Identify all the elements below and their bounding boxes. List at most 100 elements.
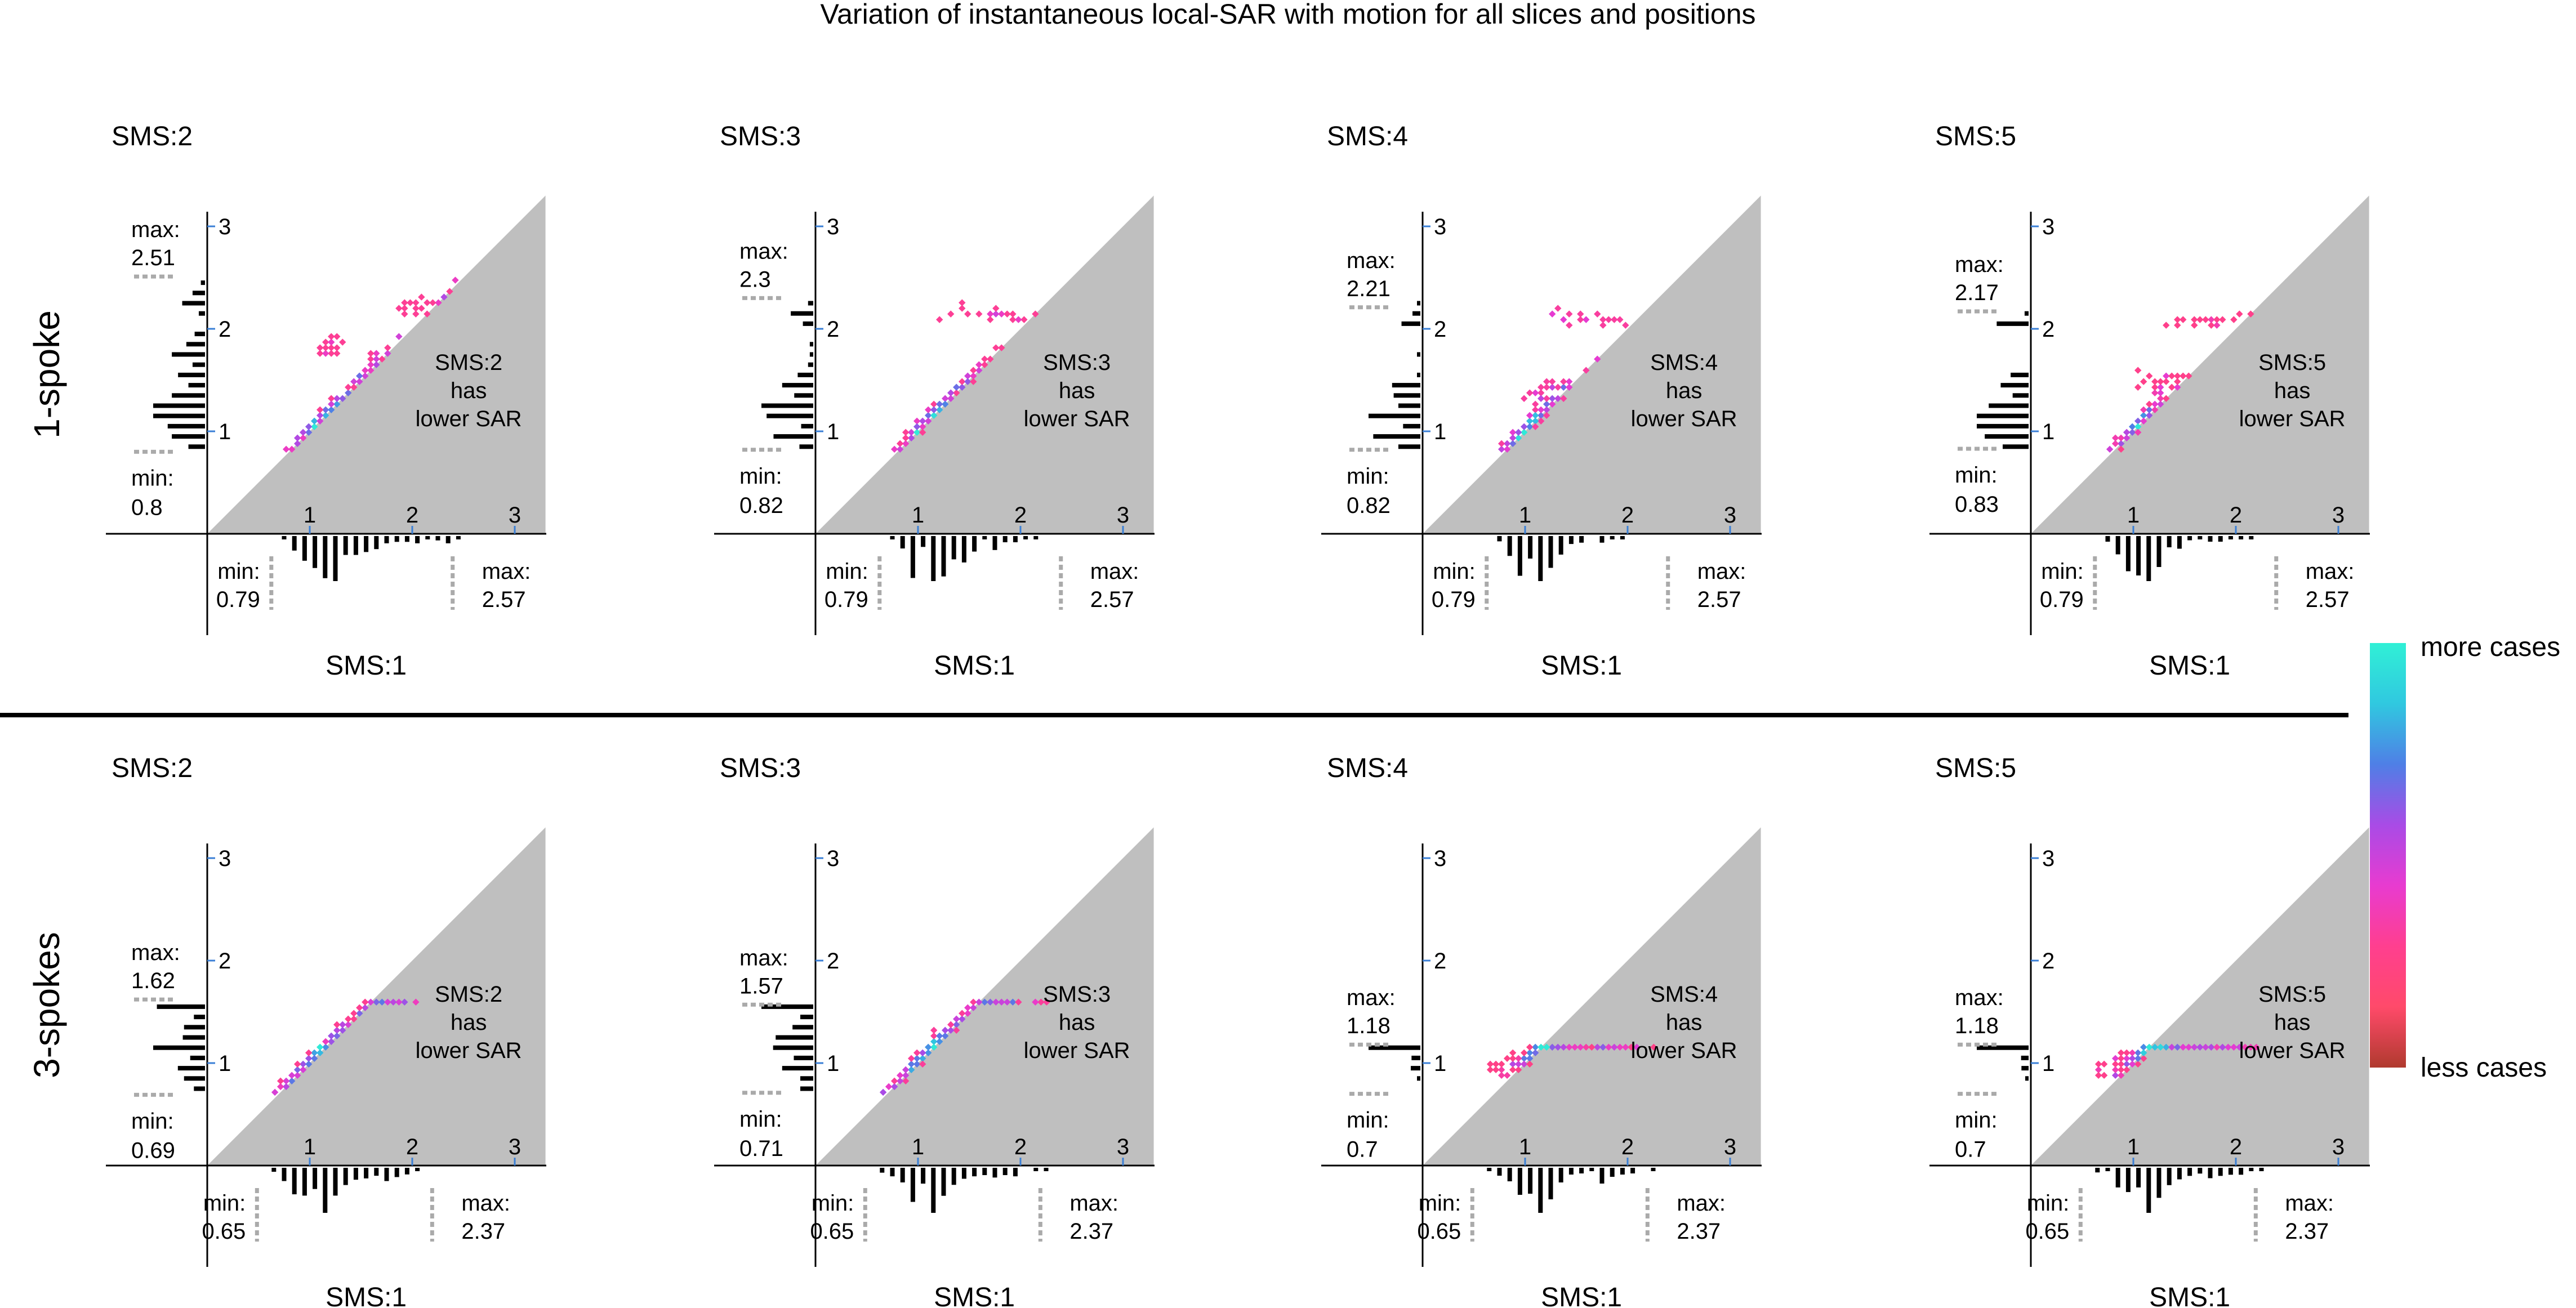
heat-cell	[339, 1026, 346, 1034]
heat-cell	[2168, 383, 2176, 391]
x-max-value: 2.37	[1069, 1219, 1113, 1244]
heat-cell	[1520, 423, 1528, 431]
heat-cell	[919, 1060, 926, 1068]
heat-cell	[2146, 412, 2153, 419]
heat-cell	[2140, 1049, 2147, 1057]
heat-cell	[310, 417, 318, 425]
x-tick-label: 3	[1117, 503, 1129, 528]
heat-cell	[412, 310, 420, 318]
heat-cell	[435, 299, 442, 306]
x-histogram-bar	[1507, 1168, 1512, 1181]
heat-cell	[1509, 1066, 1517, 1074]
y-tick-label: 2	[1434, 317, 1446, 342]
x-histogram-bar	[2198, 536, 2203, 539]
heat-cell	[998, 344, 1005, 351]
x-histogram-bar	[384, 1168, 389, 1181]
x-histogram-bar	[404, 1168, 409, 1175]
x-max-label: max:	[482, 559, 531, 584]
x-tick-label: 2	[406, 1135, 418, 1159]
heat-cell	[2157, 400, 2164, 408]
x-histogram-bar	[2115, 536, 2120, 555]
heat-cell	[1543, 400, 1550, 408]
x-histogram-bar	[353, 536, 358, 555]
x-histogram-bar	[890, 1168, 895, 1177]
x-histogram-bar	[323, 536, 328, 578]
heat-cell	[1043, 998, 1050, 1006]
heat-cell	[2140, 1043, 2147, 1051]
lower-sar-text-1: has	[2274, 1010, 2311, 1035]
x-tick-label: 1	[304, 1135, 316, 1159]
x-histogram-bar	[2177, 536, 2182, 549]
heat-cell	[2134, 383, 2142, 391]
x-histogram-bar	[2146, 536, 2151, 581]
x-max-label: max:	[1069, 1191, 1118, 1216]
x-min-value: 0.79	[2040, 587, 2084, 612]
heat-cell	[322, 1043, 329, 1051]
heat-cell	[2134, 417, 2142, 425]
heat-cell	[975, 367, 983, 374]
heat-cell	[896, 1072, 904, 1079]
heat-cell	[1032, 998, 1039, 1006]
heat-cell	[299, 1060, 307, 1068]
heat-cell	[2128, 1055, 2136, 1063]
heat-cell	[987, 316, 994, 323]
heat-cell	[1509, 1055, 1517, 1063]
y-histogram-bar	[172, 434, 205, 439]
heat-cell	[305, 1060, 313, 1068]
panel-title: SMS:3	[720, 753, 801, 783]
heat-cell	[2213, 322, 2221, 329]
heat-cell	[362, 998, 369, 1006]
x-min-label: min:	[1433, 559, 1476, 584]
heat-cell	[930, 1043, 938, 1051]
x-histogram-bar	[931, 1168, 936, 1213]
y-max-value: 1.18	[1955, 1014, 1999, 1038]
heat-cell	[1599, 316, 1607, 323]
chart-title: Variation of instantaneous local-SAR wit…	[820, 0, 1755, 30]
y-histogram-bar	[2003, 444, 2029, 449]
y-histogram-bar	[1393, 393, 1420, 398]
x-axis-label: SMS:1	[934, 651, 1015, 681]
heat-cell	[2208, 1043, 2215, 1051]
lower-sar-text-2: lower SAR	[416, 407, 522, 431]
heat-cell	[1514, 1055, 1522, 1063]
y-histogram-bar	[194, 332, 205, 337]
heat-cell	[970, 378, 977, 385]
heat-cell	[1514, 1066, 1522, 1074]
heat-cell	[930, 406, 938, 413]
heat-cell	[373, 361, 380, 368]
x-histogram-bar	[941, 536, 946, 577]
heat-cell	[316, 412, 324, 419]
lower-sar-text-1: has	[451, 1010, 487, 1035]
y-tick-label: 2	[2042, 949, 2054, 974]
heat-cell	[401, 299, 408, 306]
x-histogram-bar	[2115, 1168, 2120, 1188]
x-histogram-bar	[1538, 536, 1543, 581]
heat-cell	[378, 998, 386, 1006]
heat-cell	[373, 355, 380, 363]
heat-cell	[384, 998, 391, 1006]
heat-cell	[328, 400, 335, 408]
panel-title: SMS:4	[1327, 753, 1408, 783]
x-histogram-bar	[2249, 536, 2254, 539]
colorbar	[2370, 643, 2406, 1068]
heat-cell	[1015, 998, 1022, 1006]
x-histogram-bar	[2167, 536, 2172, 547]
y-histogram-bar	[182, 301, 205, 306]
x-histogram-bar	[1497, 1168, 1502, 1176]
y-histogram-bar	[799, 444, 813, 449]
heat-cell	[964, 1010, 971, 1017]
y-histogram-bar	[808, 301, 813, 306]
x-tick-label: 1	[2127, 1135, 2140, 1159]
heat-cell	[362, 1004, 369, 1011]
heat-cell	[890, 1083, 898, 1091]
heat-cell	[293, 1066, 301, 1074]
heat-cell	[2157, 389, 2164, 396]
heat-cell	[924, 417, 932, 425]
x-histogram-bar	[1568, 536, 1574, 544]
heat-cell	[299, 428, 307, 436]
heat-cell	[913, 417, 921, 425]
x-histogram-bar	[2095, 1168, 2100, 1173]
x-histogram-bar	[394, 1168, 399, 1177]
x-histogram-bar	[2228, 1168, 2233, 1175]
x-histogram-bar	[456, 536, 461, 539]
